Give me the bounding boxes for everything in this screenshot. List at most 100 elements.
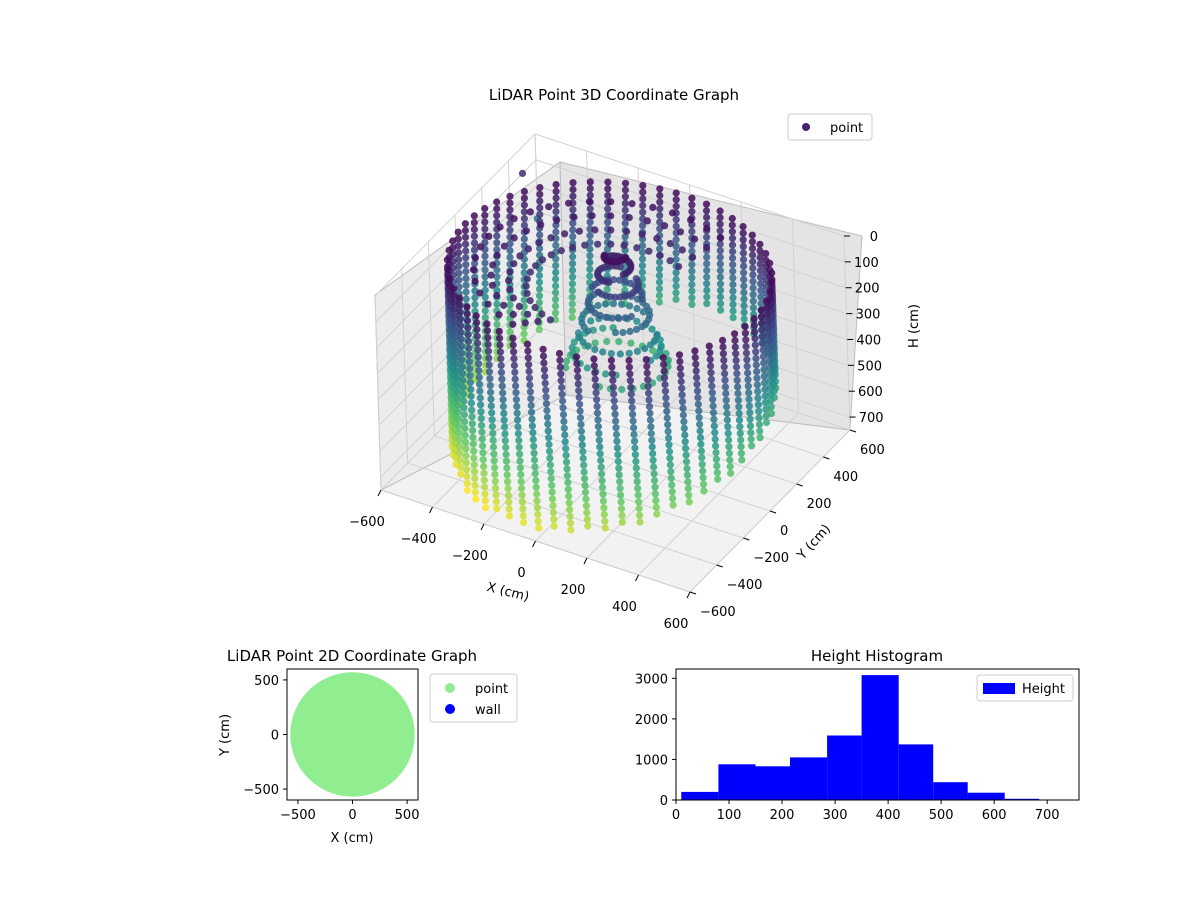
- point-3d: [748, 231, 756, 239]
- point-3d: [470, 225, 478, 233]
- point-3d: [481, 314, 489, 322]
- point-3d: [636, 518, 644, 526]
- point-3d: [520, 221, 529, 229]
- point-3d: [588, 283, 596, 291]
- point-3d: [726, 463, 734, 471]
- point-3d: [749, 284, 757, 292]
- point-3d: [530, 449, 538, 457]
- point-3d: [650, 476, 659, 485]
- point-3d: [466, 365, 474, 373]
- point-3d: [602, 292, 610, 300]
- point-3d: [461, 418, 469, 426]
- point-3d: [721, 383, 730, 391]
- point-3d: [638, 262, 647, 270]
- point-3d: [547, 234, 555, 242]
- point-3d: [703, 293, 711, 301]
- x-tick-label-2d: 500: [395, 808, 420, 823]
- point-3d: [652, 497, 660, 505]
- point-3d: [552, 275, 560, 283]
- point-3d: [461, 233, 470, 241]
- point-3d: [727, 469, 735, 477]
- point-3d: [734, 389, 742, 398]
- point-3d: [672, 222, 680, 230]
- z-tick-label-3d: 700: [859, 411, 884, 426]
- point-3d: [682, 458, 691, 466]
- point-3d: [451, 319, 459, 327]
- point-3d: [621, 277, 629, 285]
- point-3d: [552, 255, 560, 263]
- point-3d: [587, 317, 595, 325]
- point-3d: [464, 324, 472, 332]
- point-3d: [656, 205, 664, 213]
- point-3d: [481, 266, 489, 274]
- point-3d: [528, 415, 536, 423]
- point-3d: [504, 491, 512, 499]
- legend-histogram: Height: [976, 674, 1074, 702]
- point-3d: [481, 497, 489, 505]
- point-3d: [462, 288, 470, 296]
- y-tick-label-2d: 0: [271, 729, 279, 744]
- point-3d: [503, 464, 511, 472]
- point-3d: [566, 512, 574, 521]
- point-3d: [485, 368, 494, 376]
- point-3d: [720, 363, 728, 371]
- point-3d: [662, 394, 670, 402]
- legend-histogram-swatch: [983, 683, 1015, 694]
- point-3d: [493, 266, 501, 274]
- point-3d: [762, 399, 770, 407]
- point-3d: [678, 246, 686, 254]
- point-3d: [489, 436, 497, 444]
- point-3d: [649, 450, 657, 458]
- point-3d: [499, 402, 507, 411]
- point-3d: [765, 363, 774, 371]
- point-3d: [521, 319, 529, 327]
- point-3d: [735, 403, 743, 411]
- point-3d: [480, 469, 488, 477]
- point-3d: [735, 416, 744, 424]
- y-tick-label-3d: −600: [700, 605, 736, 620]
- point-3d: [655, 298, 664, 306]
- point-3d: [619, 328, 627, 337]
- point-3d: [462, 452, 470, 460]
- point-3d: [756, 267, 765, 275]
- point-3d: [457, 335, 465, 343]
- point-3d: [458, 363, 466, 371]
- point-3d: [520, 194, 529, 202]
- point-3d: [669, 494, 677, 502]
- point-3d: [510, 260, 518, 268]
- point-3d: [602, 370, 610, 378]
- point-3d: [683, 471, 692, 479]
- point-3d: [569, 226, 577, 234]
- point-3d: [504, 484, 512, 493]
- point-3d: [532, 476, 540, 484]
- point-3d: [678, 391, 686, 399]
- point-3d: [470, 468, 479, 476]
- point-3d: [535, 285, 544, 293]
- point-3d: [465, 337, 473, 345]
- point-3d: [655, 291, 664, 299]
- point-3d: [566, 519, 575, 527]
- point-3d: [601, 517, 609, 525]
- point-3d: [492, 484, 500, 492]
- point-3d: [565, 499, 573, 507]
- point-3d: [481, 293, 489, 301]
- point-3d: [740, 275, 748, 283]
- point-3d: [649, 346, 657, 355]
- point-3d: [746, 415, 754, 423]
- point-3d: [463, 472, 471, 480]
- point-3d: [615, 338, 623, 346]
- point-3d: [547, 251, 555, 259]
- y-tick-label-3d: 400: [833, 470, 858, 485]
- point-3d: [768, 269, 776, 277]
- point-3d: [502, 450, 510, 458]
- point-3d: [531, 470, 539, 478]
- point-3d: [562, 364, 570, 372]
- point-3d: [481, 204, 489, 213]
- point-3d: [488, 281, 496, 289]
- point-3d: [736, 429, 744, 437]
- point-3d: [514, 423, 522, 431]
- point-3d: [748, 442, 756, 450]
- point-3d: [732, 350, 740, 358]
- point-3d: [457, 328, 465, 336]
